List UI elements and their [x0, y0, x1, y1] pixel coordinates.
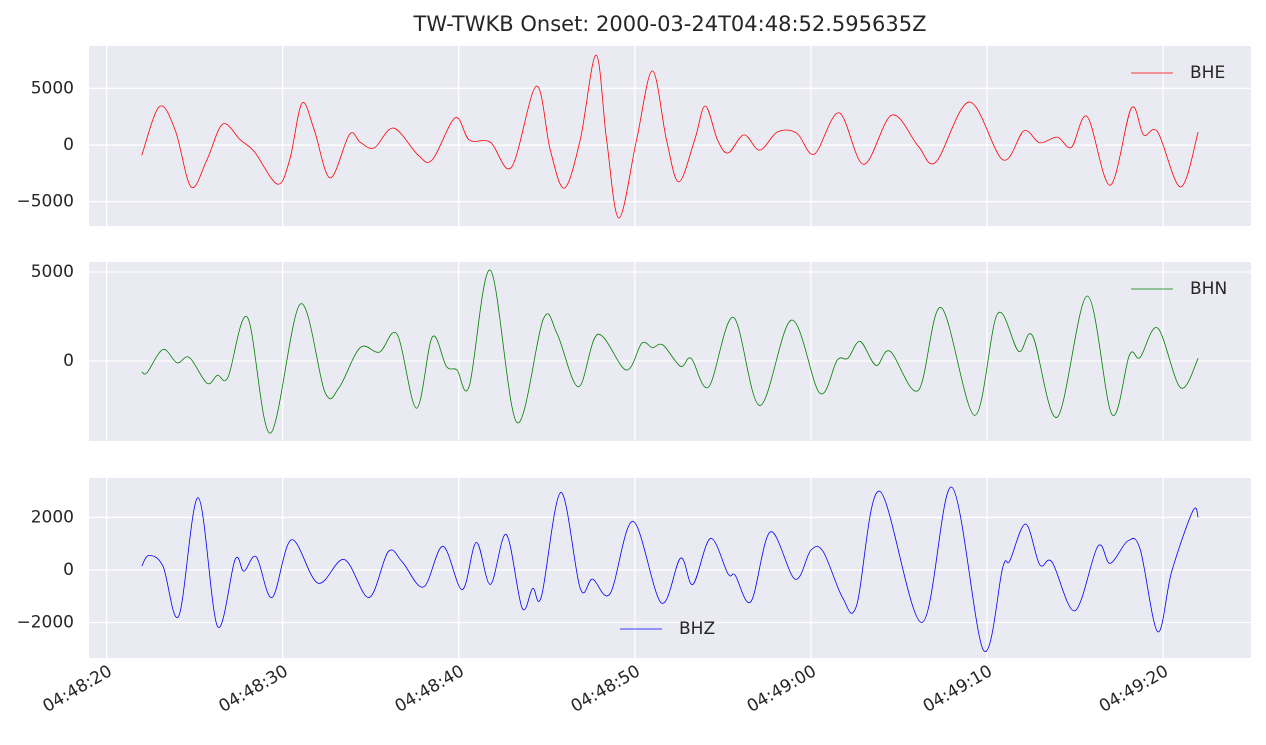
panel: −5000 0 5000 TW-TWKB Onset: 2000-03-24T04:4…: [16, 12, 1251, 226]
y-tick-label: 0: [63, 351, 74, 371]
panel: 0 5000 BHN: [31, 262, 1251, 441]
trace: [141, 486, 1199, 652]
panel: −2000 0 2000 BHZ: [16, 478, 1251, 658]
legend-label: BHZ: [679, 619, 715, 639]
legend-label: BHE: [1190, 63, 1225, 83]
chart-title: TW-TWKB Onset: 2000-03-24T04:48:52.59563…: [413, 12, 927, 36]
y-tick-label: 0: [63, 560, 74, 580]
y-tick-label: 5000: [31, 262, 74, 282]
x-tick-label: 04:48:20: [39, 661, 115, 717]
y-tick-label: 0: [63, 135, 74, 155]
x-tick-label: 04:49:00: [744, 661, 820, 717]
x-tick-label: 04:48:40: [392, 661, 468, 717]
x-tick-label: 04:49:10: [920, 661, 996, 717]
y-tick-label: 2000: [31, 507, 74, 527]
y-tick-label: −2000: [16, 613, 74, 633]
y-tick-label: −5000: [16, 192, 74, 212]
x-tick-label: 04:48:50: [568, 661, 644, 717]
plot-area: [89, 478, 1251, 658]
x-tick-label: 04:49:20: [1096, 661, 1172, 717]
trace: [141, 54, 1199, 219]
y-tick-label: 5000: [31, 78, 74, 98]
trace: [141, 269, 1199, 434]
x-tick-label: 04:48:30: [216, 661, 292, 717]
legend-label: BHN: [1190, 279, 1227, 299]
